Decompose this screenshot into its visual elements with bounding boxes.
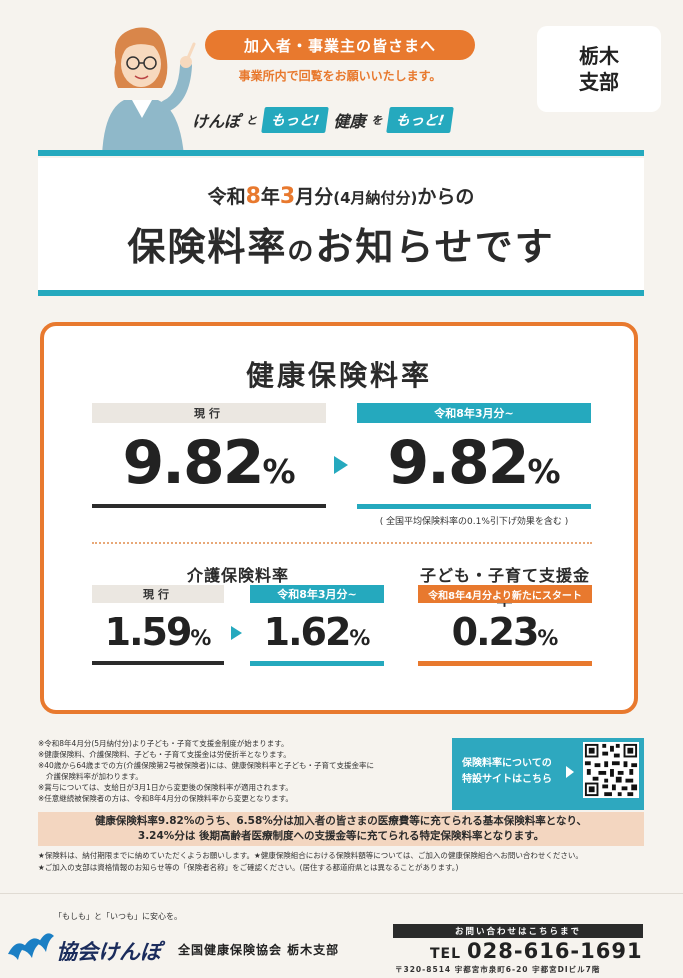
health-new-underline bbox=[357, 504, 591, 509]
title-getsubun: 月分 bbox=[295, 186, 334, 208]
slogan-motto-2: もっと! bbox=[386, 107, 455, 133]
logo-text: 協会けんぽ bbox=[56, 940, 161, 964]
note-item: ※健康保険料、介護保険料、子ども・子育て支援金は労使折半となります。 bbox=[38, 750, 291, 759]
special-site-line-2: 特設サイトはこちら bbox=[462, 774, 552, 785]
care-current-number: 1.59 bbox=[104, 610, 193, 654]
care-current-pct: % bbox=[190, 626, 212, 650]
arrow-right-small-icon bbox=[231, 626, 242, 640]
health-new-pct: % bbox=[527, 452, 561, 491]
child-label: 令和8年4月分より新たにスタート bbox=[418, 585, 592, 603]
note-item: ※賞与については、支給日が3月1日から変更後の保険料率が適用されます。 bbox=[38, 783, 293, 792]
footnote-item: ★保険料は、納付期限までに納めていただくようお願いします。★健康保険組合における… bbox=[38, 851, 583, 860]
health-current-pct: % bbox=[262, 452, 296, 491]
tagline: 「もしも」と「いつも」に安心を。 bbox=[54, 912, 182, 921]
tel-label: TEL bbox=[430, 946, 462, 962]
address: 〒320-8514 宇都宮市泉町6-20 宇都宮DIビル7階 bbox=[395, 965, 601, 974]
child-underline bbox=[418, 661, 592, 666]
care-current-value: 1.59% bbox=[92, 606, 224, 664]
tel-number: 028-616-1691 bbox=[467, 939, 643, 963]
footer-divider bbox=[0, 893, 683, 894]
branch-line-2: 支部 bbox=[579, 70, 619, 94]
footnote-item: ★ご加入の支部は資格情報のお知らせ等の「保険者名称」をご確認ください。(居住する… bbox=[38, 863, 459, 872]
contact-label: お問い合わせはこちらまで bbox=[393, 924, 643, 938]
rates-frame bbox=[40, 322, 638, 714]
title-main-a: 保険料率 bbox=[127, 225, 288, 269]
note-item: 介護保険料率が加わります。 bbox=[46, 772, 143, 781]
title-month: 3 bbox=[279, 184, 296, 209]
organization-name: 全国健康保険協会 栃木支部 bbox=[178, 943, 340, 957]
care-new-value: 1.62% bbox=[250, 606, 384, 664]
arrow-right-white-icon bbox=[566, 766, 574, 778]
staff-illustration-icon bbox=[102, 27, 196, 156]
health-new-label: 令和8年3月分~ bbox=[357, 403, 591, 423]
title-main-c: お知らせです bbox=[315, 225, 555, 269]
care-current-label: 現行 bbox=[92, 585, 224, 603]
title-nen: 年 bbox=[260, 186, 280, 208]
note-item: ※任意継続被保険者の方は、令和8年4月分の保険料率から変更となります。 bbox=[38, 794, 293, 803]
title-main-b: の bbox=[287, 237, 316, 267]
slogan-kenko: 健康 bbox=[333, 112, 366, 131]
health-current-number: 9.82 bbox=[122, 428, 264, 498]
care-new-number: 1.62 bbox=[263, 610, 352, 654]
child-value: 0.23% bbox=[418, 606, 592, 664]
health-current-label: 現行 bbox=[92, 403, 326, 423]
qr-code-icon[interactable] bbox=[583, 742, 639, 798]
section-divider bbox=[92, 542, 592, 544]
notes-list: ※令和8年4月分(5月納付分)より子ども・子育て支援金制度が始まります。 ※健康… bbox=[38, 738, 438, 804]
footnotes: ★保険料は、納付期限までに納めていただくようお願いします。★健康保険組合における… bbox=[38, 850, 644, 874]
health-new-number: 9.82 bbox=[387, 428, 529, 498]
title-kara: からの bbox=[417, 186, 475, 208]
special-site-line-1: 保険料率についての bbox=[462, 758, 552, 769]
rate-breakdown-summary: 健康保険料率9.82%のうち、6.58%分は加入者の皆さまの医療費等に充てられる… bbox=[38, 812, 644, 846]
title-era: 令和 bbox=[207, 186, 246, 208]
branch-line-1: 栃木 bbox=[579, 44, 619, 68]
health-note: ( 全国平均保険料率の0.1%引下げ効果を含む ) bbox=[379, 517, 569, 527]
note-item: ※令和8年4月分(5月納付分)より子ども・子育て支援金制度が始まります。 bbox=[38, 739, 289, 748]
banner-bottom-rule bbox=[38, 290, 644, 296]
audience-pill: 加入者・事業主の皆さまへ bbox=[205, 30, 475, 60]
title-banner bbox=[38, 158, 644, 290]
circulate-note: 事業所内で回覧をお願いいたします。 bbox=[238, 69, 442, 83]
slogan-wo: を bbox=[371, 114, 383, 127]
phone-number[interactable]: TEL 028-616-1691 bbox=[430, 939, 643, 963]
health-current-value: 9.82% bbox=[92, 424, 326, 511]
kyokai-kenpo-logo-icon bbox=[8, 933, 54, 960]
health-new-value: 9.82% bbox=[357, 424, 591, 511]
note-item: ※40歳から64歳までの方(介護保険第2号被保険者)には、健康保険料率と子ども・… bbox=[38, 761, 374, 770]
summary-line-2: 3.24%分は 後期高齢者医療制度への支援金等に充てられる特定保険料率となります… bbox=[137, 830, 545, 842]
health-current-underline bbox=[92, 504, 326, 508]
summary-line-1: 健康保険料率9.82%のうち、6.58%分は加入者の皆さまの医療費等に充てられる… bbox=[94, 815, 588, 827]
special-site-text[interactable]: 保険料率についての 特設サイトはこちら bbox=[462, 756, 552, 788]
branch-badge: 栃木 支部 bbox=[537, 26, 661, 112]
page-title: 保険料率のお知らせです bbox=[38, 216, 644, 271]
slogan-kenpo: けんぽ bbox=[192, 112, 241, 131]
care-new-pct: % bbox=[349, 626, 371, 650]
care-new-label: 令和8年3月分~ bbox=[250, 585, 384, 603]
child-number: 0.23 bbox=[451, 610, 540, 654]
care-new-underline bbox=[250, 661, 384, 666]
child-pct: % bbox=[537, 626, 559, 650]
health-heading: 健康保険料率 bbox=[245, 359, 432, 392]
slogan: けんぽ と もっと! 健康 を もっと! bbox=[192, 98, 455, 142]
arrow-right-icon bbox=[334, 456, 348, 474]
slogan-to: と bbox=[246, 114, 258, 127]
slogan-motto-1: もっと! bbox=[261, 107, 330, 133]
title-year: 8 bbox=[245, 184, 261, 209]
care-current-underline bbox=[92, 661, 224, 665]
title-paren: (4月納付分) bbox=[333, 189, 418, 207]
audience-text: 加入者・事業主の皆さまへ bbox=[243, 36, 436, 55]
title-subline: 令和8年3月分(4月納付分)からの bbox=[38, 182, 644, 209]
banner-top-rule bbox=[38, 150, 644, 156]
care-heading: 介護保険料率 bbox=[186, 566, 289, 585]
